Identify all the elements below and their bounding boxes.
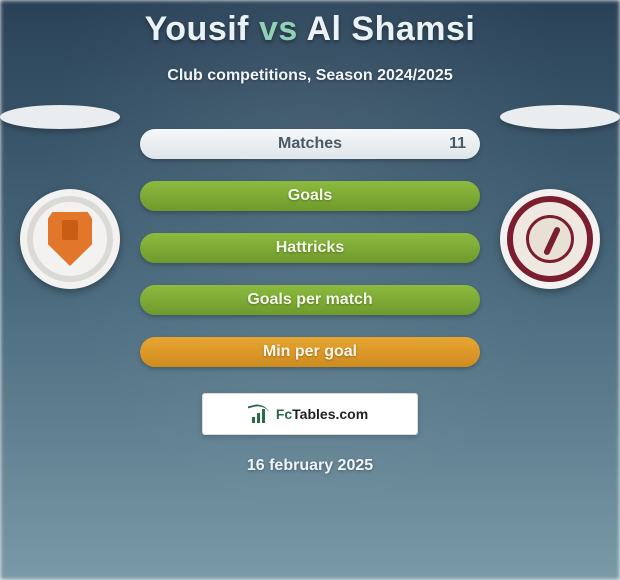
stat-label: Min per goal — [263, 343, 357, 361]
stats-section: Matches 11 Goals Hattricks Goals per match Mi… — [0, 129, 620, 367]
shield-icon — [48, 212, 92, 266]
stat-row: Goals per match — [140, 285, 480, 315]
brand-card[interactable]: FcTables.com — [202, 393, 418, 435]
page-title: Yousif vs Al Shamsi — [0, 0, 620, 49]
subtitle: Club competitions, Season 2024/2025 — [0, 67, 620, 85]
stat-rows: Matches 11 Goals Hattricks Goals per match Mi… — [140, 129, 480, 367]
stat-row: Hattricks — [140, 233, 480, 263]
date-text: 16 february 2025 — [0, 457, 620, 475]
bar-chart-icon — [252, 405, 270, 423]
player1-name: Yousif — [145, 10, 249, 48]
brand-suffix: Tables.com — [292, 406, 368, 422]
club-badge-left — [20, 189, 120, 289]
stat-value: 11 — [449, 135, 466, 153]
brand-prefix: Fc — [276, 406, 292, 422]
stat-row: Matches 11 — [140, 129, 480, 159]
stat-row: Min per goal — [140, 337, 480, 367]
club-badge-right — [500, 189, 600, 289]
stat-label: Matches — [278, 135, 342, 153]
brand-text: FcTables.com — [276, 406, 368, 422]
stat-label: Goals per match — [247, 291, 372, 309]
stat-label: Goals — [288, 187, 332, 205]
stat-label: Hattricks — [276, 239, 344, 257]
vs-text: vs — [259, 10, 298, 48]
emblem-icon — [526, 215, 574, 263]
player2-photo-placeholder — [500, 105, 620, 129]
player2-name: Al Shamsi — [306, 10, 475, 48]
stat-row: Goals — [140, 181, 480, 211]
player1-photo-placeholder — [0, 105, 120, 129]
